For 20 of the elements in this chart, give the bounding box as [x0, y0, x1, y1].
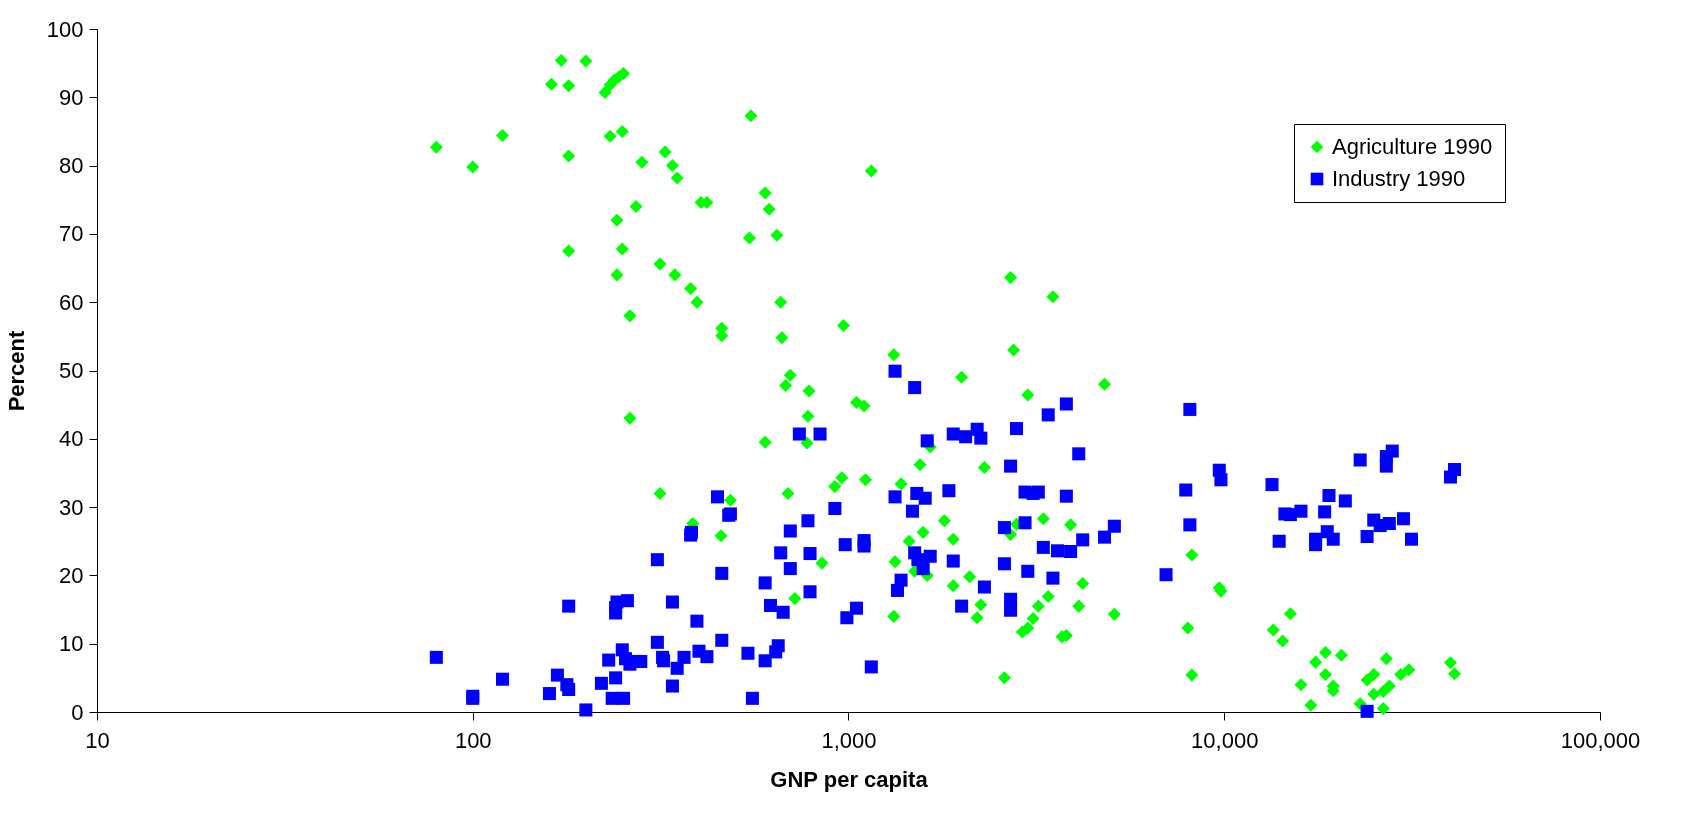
y-tick-label: 30	[59, 494, 84, 520]
x-axis-title: GNP per capita	[770, 766, 929, 792]
y-tick-label: 100	[46, 16, 84, 42]
y-tick-label: 50	[59, 358, 84, 383]
y-tick-label: 70	[59, 221, 84, 247]
legend-label: Industry 1990	[1332, 166, 1466, 191]
y-tick-label: 60	[59, 289, 84, 315]
x-tick-label: 100	[454, 727, 492, 753]
legend-label: Agriculture 1990	[1332, 134, 1493, 159]
y-tick-label: 80	[59, 153, 84, 179]
y-axis-title: Percent	[3, 329, 29, 412]
x-tick-label: 1,000	[821, 727, 877, 753]
y-tick-label: 40	[59, 426, 84, 452]
y-tick-label: 10	[59, 631, 84, 657]
y-tick-label: 20	[59, 562, 84, 588]
x-tick-label: 10	[85, 727, 110, 753]
x-tick-label: 10,000	[1191, 727, 1259, 753]
y-tick-label: 0	[71, 699, 84, 725]
y-tick-label: 90	[59, 84, 84, 110]
x-tick-label: 100,000	[1560, 727, 1641, 753]
